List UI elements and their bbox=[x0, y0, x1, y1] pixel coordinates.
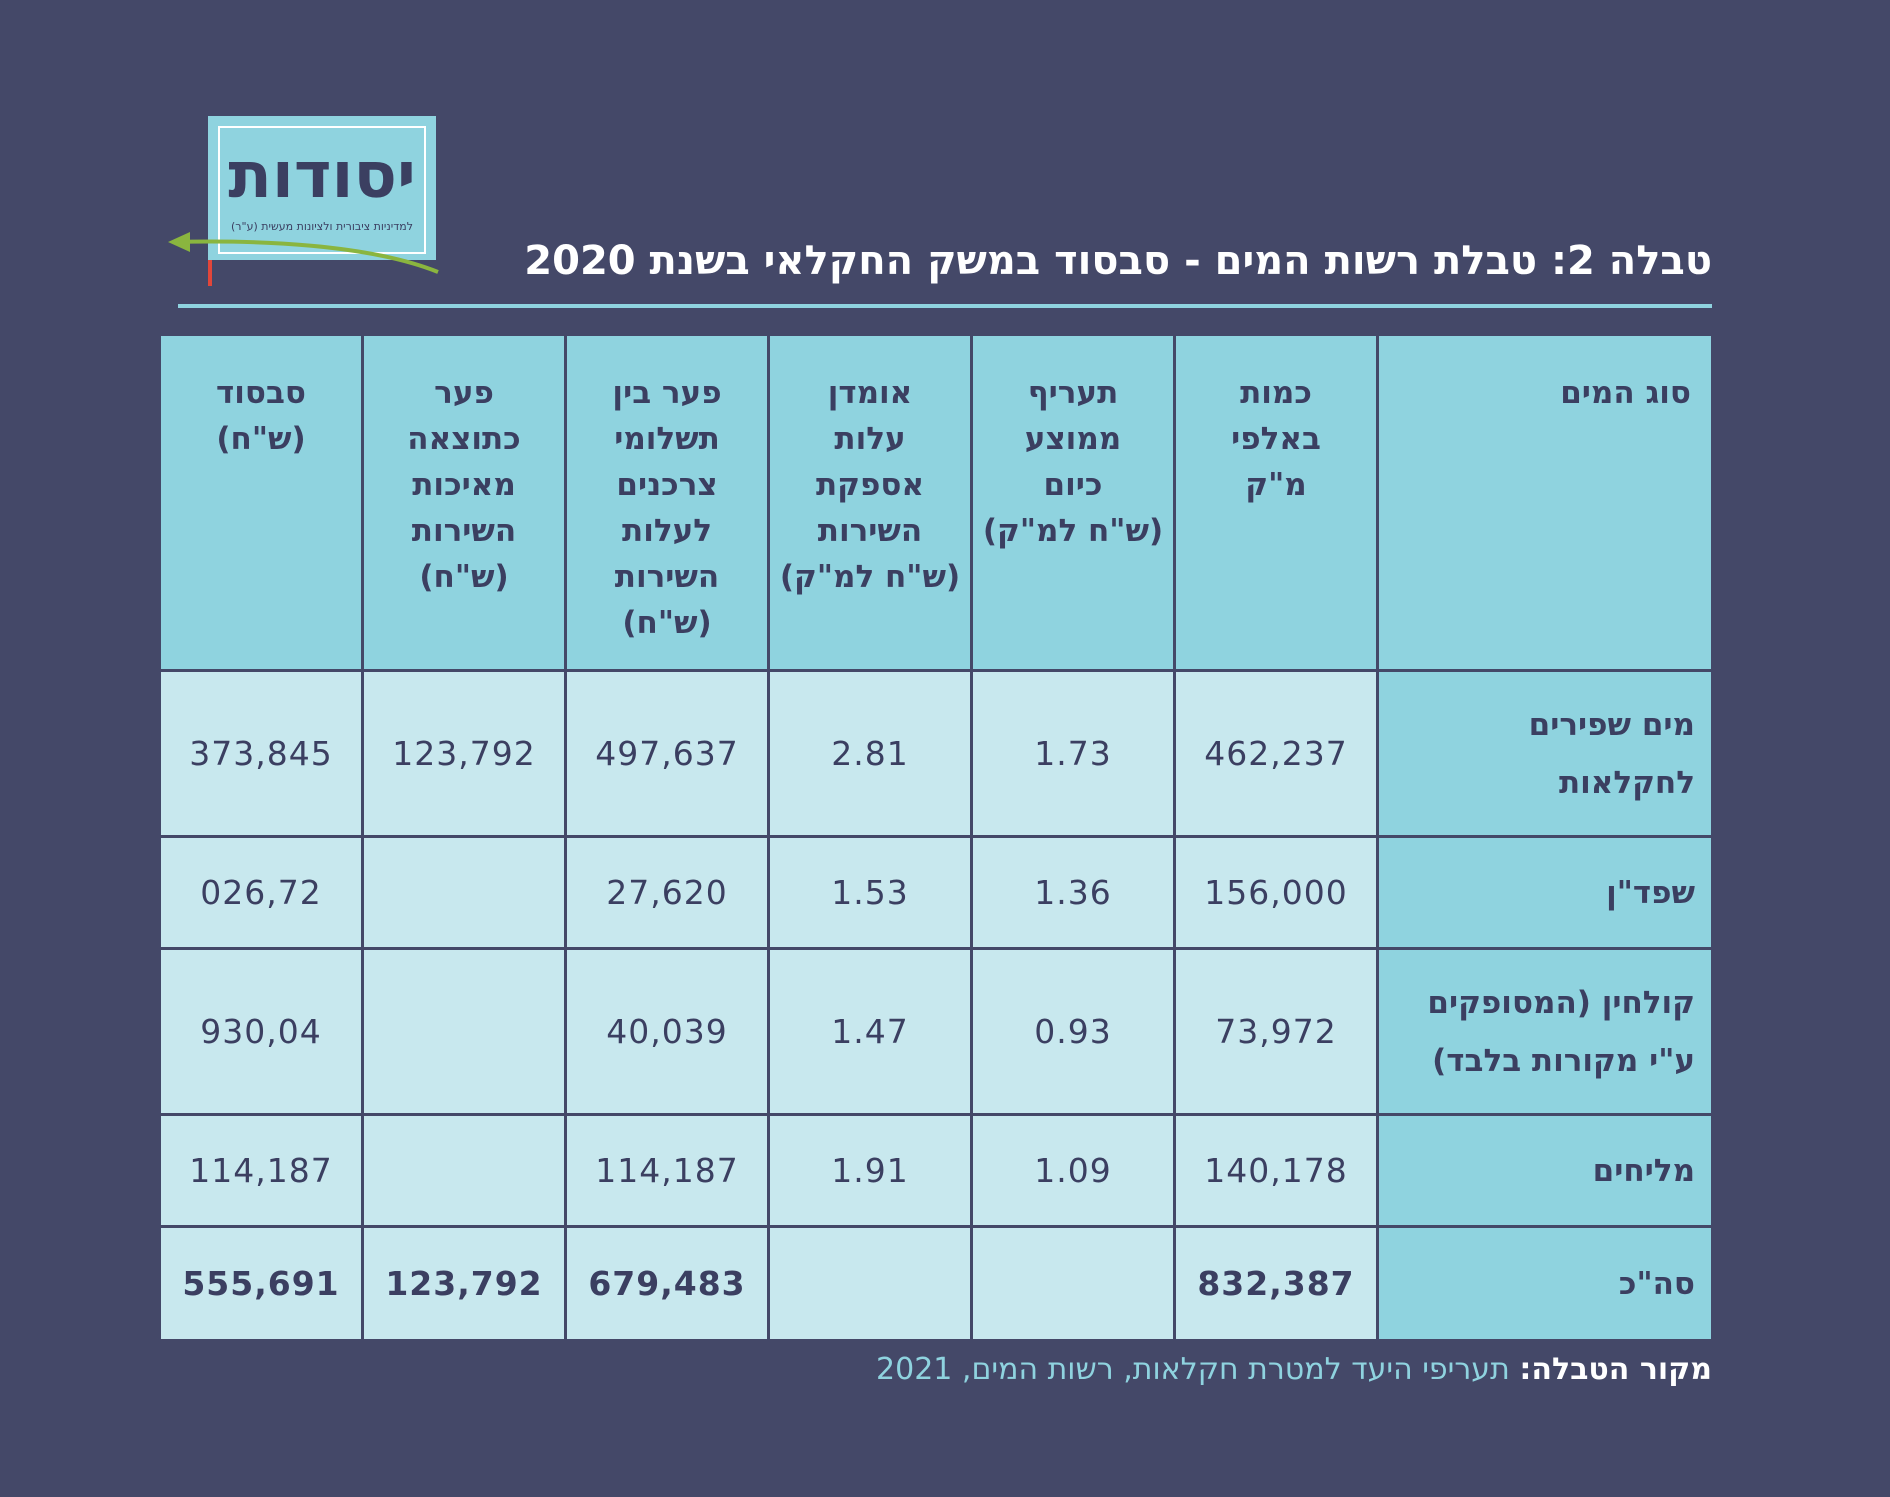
column-header: סבסוד (ש"ח) bbox=[161, 336, 361, 669]
table-cell: 462,237 bbox=[1176, 672, 1376, 835]
table-cell: 114,187 bbox=[567, 1116, 767, 1225]
table-cell bbox=[770, 1228, 970, 1339]
table-cell: 1.36 bbox=[973, 838, 1173, 947]
table-cell: 140,178 bbox=[1176, 1116, 1376, 1225]
table-cell: 930,04 bbox=[161, 950, 361, 1113]
table-cell: 1.91 bbox=[770, 1116, 970, 1225]
table-cell: 1.09 bbox=[973, 1116, 1173, 1225]
table-source: מקור הטבלה: תעריפי היעד למטרת חקלאות, רש… bbox=[876, 1352, 1712, 1387]
table-cell: 026,72 bbox=[161, 838, 361, 947]
column-header: פער כתוצאה מאיכות השירות (ש"ח) bbox=[364, 336, 564, 669]
column-header: אומדן עלות אספקת השירות (ש"ח למ"ק) bbox=[770, 336, 970, 669]
source-text: תעריפי היעד למטרת חקלאות, רשות המים, 202… bbox=[876, 1352, 1510, 1387]
table-cell: 1.47 bbox=[770, 950, 970, 1113]
table-cell bbox=[364, 1116, 564, 1225]
column-header: כמות באלפי מ"ק bbox=[1176, 336, 1376, 669]
column-header: פער בין תשלומי צרכנים לעלות השירות (ש"ח) bbox=[567, 336, 767, 669]
subsidy-table: סוג המים כמות באלפי מ"ק תעריף ממוצע כיום (… bbox=[161, 336, 1711, 1339]
table-cell: 0.93 bbox=[973, 950, 1173, 1113]
table-cell: 373,845 bbox=[161, 672, 361, 835]
table-cell: 123,792 bbox=[364, 672, 564, 835]
table-cell bbox=[364, 950, 564, 1113]
column-header: תעריף ממוצע כיום (ש"ח למ"ק) bbox=[973, 336, 1173, 669]
column-header: סוג המים bbox=[1379, 336, 1711, 669]
title-divider bbox=[178, 304, 1712, 308]
table-cell bbox=[364, 838, 564, 947]
table-cell: 679,483 bbox=[567, 1228, 767, 1339]
table-cell: 555,691 bbox=[161, 1228, 361, 1339]
table-cell: 27,620 bbox=[567, 838, 767, 947]
table-cell: 73,972 bbox=[1176, 950, 1376, 1113]
logo-arrow-icon bbox=[168, 232, 439, 274]
row-label: שפד"ן bbox=[1379, 838, 1711, 947]
table-cell: 1.73 bbox=[973, 672, 1173, 835]
logo-frame bbox=[218, 126, 426, 254]
row-label: מליחים bbox=[1379, 1116, 1711, 1225]
logo-name: יסודות bbox=[228, 139, 416, 213]
table-cell: 497,637 bbox=[567, 672, 767, 835]
page-title: טבלה 2: טבלת רשות המים - סבסוד במשק החקל… bbox=[524, 238, 1712, 284]
table-cell bbox=[973, 1228, 1173, 1339]
row-label: מים שפירים לחקלאות bbox=[1379, 672, 1711, 835]
table-cell: 1.53 bbox=[770, 838, 970, 947]
table-cell: 2.81 bbox=[770, 672, 970, 835]
logo-box bbox=[208, 116, 436, 260]
table-cell: 123,792 bbox=[364, 1228, 564, 1339]
table-cell: 156,000 bbox=[1176, 838, 1376, 947]
table-cell: 114,187 bbox=[161, 1116, 361, 1225]
table-cell: 832,387 bbox=[1176, 1228, 1376, 1339]
source-label: מקור הטבלה: bbox=[1519, 1352, 1712, 1387]
table-cell: 40,039 bbox=[567, 950, 767, 1113]
logo-tagline: למדיניות ציבורית ולציונות מעשית (ע"ר) bbox=[231, 220, 413, 233]
row-label: קולחין (המסופקים ע"י מקורות בלבד) bbox=[1379, 950, 1711, 1113]
row-label: סה"כ bbox=[1379, 1228, 1711, 1339]
logo: יסודות למדיניות ציבורית ולציונות מעשית (… bbox=[168, 112, 450, 292]
